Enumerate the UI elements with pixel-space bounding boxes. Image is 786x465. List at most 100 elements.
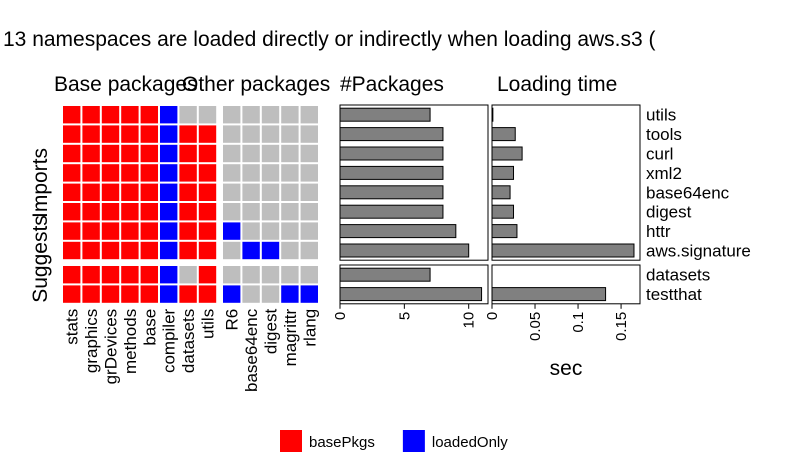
heatmap-cell (281, 266, 299, 284)
heatmap-cell (242, 144, 260, 163)
heatmap-cell (261, 125, 280, 143)
heatmap-cell (261, 164, 280, 182)
row-package-label: curl (646, 145, 673, 164)
heatmap-cell (242, 106, 260, 124)
base-package-label: datasets (179, 309, 198, 373)
heatmap-cell (242, 125, 260, 143)
count-bar (339, 287, 483, 302)
heatmap-cell (63, 164, 81, 182)
count-bar (339, 224, 457, 239)
heatmap-cell (82, 183, 100, 201)
heatmap-cell (300, 285, 318, 303)
count-bar (339, 165, 444, 180)
heatmap-cell (281, 203, 299, 221)
heatmap-cell (160, 183, 178, 201)
heatmap-cell (242, 222, 260, 240)
heatmap-cell (121, 241, 139, 260)
legend-swatch-loadedOnly (402, 430, 425, 452)
heatmap-cell (261, 266, 280, 284)
heatmap-cell (300, 203, 318, 221)
heatmap-cell (160, 241, 178, 260)
chart-title: 13 namespaces are loaded directly or ind… (3, 28, 656, 51)
heatmap-cell (261, 183, 280, 201)
heatmap-cell (121, 164, 139, 182)
other-package-label: R6 (223, 309, 242, 331)
heatmap-cell (223, 241, 241, 260)
time-bar (491, 146, 523, 161)
heatmap-cell (179, 106, 197, 124)
row-package-label: utils (646, 106, 676, 125)
heatmap-cell (179, 285, 197, 303)
row-package-label: digest (646, 203, 692, 222)
heatmap-cell (82, 266, 100, 284)
heatmap-cell (160, 222, 178, 240)
heatmap-cell (140, 241, 158, 260)
heatmap-cell (63, 285, 81, 303)
heatmap-cell (140, 144, 158, 163)
row-package-label: testthat (646, 285, 702, 304)
heatmap-cell (198, 285, 217, 303)
other-panel-title: Other packages (182, 73, 330, 96)
heatmap-cell (300, 144, 318, 163)
heatmap-cell (223, 144, 241, 163)
heatmap-cell (121, 285, 139, 303)
heatmap-cell (101, 183, 120, 201)
row-package-label: httr (646, 222, 671, 241)
heatmap-cell (300, 183, 318, 201)
heatmap-cell (198, 125, 217, 143)
heatmap-cell (140, 164, 158, 182)
heatmap-cell (223, 203, 241, 221)
heatmap-cell (198, 106, 217, 124)
row-package-label: datasets (646, 266, 710, 285)
heatmap-cell (179, 203, 197, 221)
heatmap-cell (179, 144, 197, 163)
count-bar (339, 146, 444, 161)
row-package-label: xml2 (646, 164, 682, 183)
time-axis-title: sec (550, 357, 583, 380)
heatmap-cell (101, 203, 120, 221)
legend-swatch-basePkgs (280, 430, 302, 452)
heatmap-cell (242, 241, 260, 260)
heatmap-cell (82, 106, 100, 124)
heatmap-cell (242, 203, 260, 221)
heatmap-cell (140, 203, 158, 221)
row-package-label: tools (646, 125, 682, 144)
time-bar (491, 243, 635, 258)
heatmap-cell (198, 203, 217, 221)
heatmap-cell (300, 266, 318, 284)
heatmap-cell (261, 203, 280, 221)
base-package-label: grDevices (102, 309, 121, 385)
heatmap-cell (63, 144, 81, 163)
other-package-label: rlang (300, 309, 319, 347)
heatmap-cell (198, 164, 217, 182)
heatmap-cell (223, 285, 241, 303)
heatmap-cell (198, 222, 217, 240)
row-package-label: aws.signature (646, 242, 751, 261)
time-axis-tick-label: 0.05 (527, 312, 544, 341)
heatmap-cell (121, 125, 139, 143)
heatmap-cell (300, 241, 318, 260)
base-package-label: compiler (160, 308, 179, 373)
heatmap-cell (160, 203, 178, 221)
heatmap-cell (261, 106, 280, 124)
other-package-label: base64enc (242, 308, 261, 392)
time-bar (491, 287, 607, 302)
heatmap-cell (140, 106, 158, 124)
heatmap-cell (101, 164, 120, 182)
heatmap-cell (63, 183, 81, 201)
heatmap-cell (160, 144, 178, 163)
heatmap-cell (121, 106, 139, 124)
heatmap-cell (63, 106, 81, 124)
time-panel-title: Loading time (497, 73, 617, 96)
heatmap-cell (198, 144, 217, 163)
time-bar (491, 185, 511, 200)
legend-label-basePkgs: basePkgs (309, 434, 375, 451)
heatmap-cell (198, 266, 217, 284)
count-axis-tick-label: 5 (396, 312, 413, 320)
heatmap-cell (63, 125, 81, 143)
heatmap-cell (101, 241, 120, 260)
heatmap-cell (242, 266, 260, 284)
heatmap-cell (82, 125, 100, 143)
heatmap-cell (82, 222, 100, 240)
